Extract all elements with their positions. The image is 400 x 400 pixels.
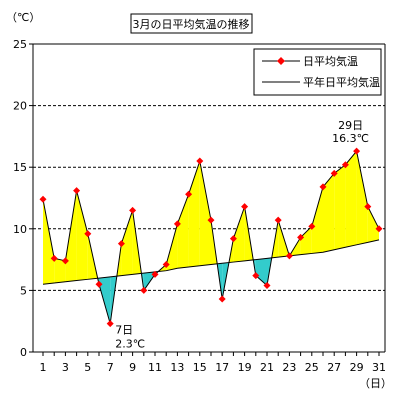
x-tick-label: 11 [148,361,162,374]
fill-above-normal [334,164,346,250]
daily-temp-point [61,257,69,265]
chart-title-text: 3月の日平均気温の推移 [133,17,250,31]
fill-above-normal [345,151,357,248]
daily-temp-point [218,295,226,303]
fill-above-normal [76,190,88,281]
fill-below-normal [255,258,267,286]
fill-above-normal [54,258,66,284]
daily-temp-point [185,190,193,198]
x-tick-label: 25 [305,361,319,374]
annotation-day: 7日 [115,324,133,337]
daily-temp-point [274,216,282,224]
daily-temp-point [263,281,271,289]
x-tick-label: 23 [282,361,296,374]
daily-temp-point [95,280,103,288]
fill-above-normal [199,161,211,266]
daily-temp-point [207,216,215,224]
x-tick-label: 19 [238,361,252,374]
fill-above-normal [177,194,189,269]
x-tick-label: 5 [84,361,91,374]
legend-label-normal: 平年日平均気温 [303,75,380,89]
daily-temp-point [252,272,260,280]
daily-temp-point [341,161,349,169]
daily-temp-point [229,235,237,243]
x-tick-label: 15 [193,361,207,374]
legend-marker-daily [277,57,285,65]
x-tick-label: 29 [350,361,364,374]
daily-temp-point [173,220,181,228]
fill-above-normal [121,210,133,276]
x-tick-label: 3 [62,361,69,374]
y-tick-label: 15 [13,161,27,174]
x-tick-label: 1 [40,361,47,374]
daily-temp-point [50,254,58,262]
x-tick-label: 13 [170,361,184,374]
normal-temp-line [42,239,380,285]
daily-temp-point [117,240,125,248]
annotation-value: 2.3℃ [115,338,145,351]
x-tick-label: 17 [215,361,229,374]
annotation-day: 29日 [338,119,363,132]
daily-temp-point [319,183,327,191]
fill-above-normal [311,186,323,254]
y-tick-label: 5 [20,284,27,297]
legend-label-daily: 日平均気温 [303,54,358,68]
y-tick-label: 0 [20,346,27,359]
y-tick-label: 20 [13,100,27,113]
daily-temp-point [140,286,148,294]
fill-above-normal [323,173,335,253]
fill-below-normal [99,276,111,324]
daily-temp-point [241,203,249,211]
x-tick-label: 27 [327,361,341,374]
daily-temp-point [39,195,47,203]
y-tick-label: 10 [13,223,27,236]
x-tick-label: 21 [260,361,274,374]
x-tick-label: 7 [107,361,114,374]
y-tick-label: 25 [13,38,27,51]
daily-temp-point [330,169,338,177]
fill-above-normal [367,206,379,243]
fill-above-normal [356,151,368,245]
y-axis-unit: （℃） [6,11,40,24]
annotation-value: 16.3℃ [332,132,369,145]
daily-temp-point [364,203,372,211]
daily-temp-point [129,206,137,214]
daily-temp-point [162,261,170,269]
daily-temp-point [375,225,383,233]
fill-above-normal [43,199,55,285]
fill-above-normal [300,226,312,255]
daily-temp-point [308,222,316,230]
daily-temp-point [73,187,81,195]
chart-title: 3月の日平均気温の推移 [130,13,253,34]
daily-temp-point [297,233,305,241]
fill-above-normal [65,190,77,282]
fill-above-normal [233,206,245,263]
daily-temp-point [84,230,92,238]
daily-temp-point [196,157,204,165]
daily-temp-point [285,252,293,260]
x-tick-label: 9 [129,361,136,374]
x-axis-unit: （日） [359,377,392,390]
daily-temp-point [106,320,114,328]
daily-temp-point [151,270,159,278]
x-tick-label: 31 [372,361,386,374]
legend: 日平均気温 平年日平均気温 [253,48,382,96]
daily-temp-point [353,147,361,155]
